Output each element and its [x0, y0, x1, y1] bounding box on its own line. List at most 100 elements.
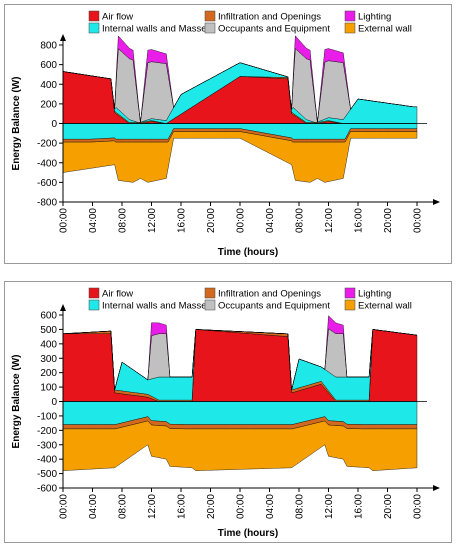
area-neg-external-wall: [62, 131, 418, 183]
legend-swatch: [88, 22, 100, 34]
legend-swatch: [344, 287, 356, 299]
legend-item: Infiltration and Openings: [204, 287, 321, 300]
legend: Air flow Infiltration and Openings Lightin…: [88, 287, 412, 312]
x-tick-label: 00:00: [236, 208, 247, 233]
legend-swatch: [204, 287, 216, 299]
plot-areas: [62, 315, 418, 471]
y-axis-arrow-icon: [60, 304, 66, 311]
x-tick-label: 12:00: [324, 208, 335, 233]
x-tick-label: 16:00: [354, 208, 365, 233]
legend-item: External wall: [344, 22, 412, 35]
legend-swatch: [204, 299, 216, 311]
x-tick-label: 20:00: [383, 494, 394, 519]
legend-label: Infiltration and Openings: [218, 289, 321, 300]
x-tick-label: 12:00: [147, 208, 158, 233]
legend-item: Infiltration and Openings: [204, 10, 321, 23]
x-tick-label: 12:00: [324, 494, 335, 519]
y-tick-label: 800: [40, 41, 57, 52]
x-tick-label: 00:00: [59, 494, 70, 519]
y-tick-label: -600: [37, 178, 57, 189]
x-tick-label: 04:00: [265, 208, 276, 233]
axes: -800 -600 -400 -200 0 200 400 600 800 00:00 04:00 0…: [37, 34, 440, 233]
legend-item: Occupants and Equipment: [204, 299, 330, 312]
chart-panel-2: Air flow Infiltration and Openings Lightin…: [4, 281, 452, 543]
x-tick-label: 08:00: [118, 494, 129, 519]
y-tick-label: -600: [37, 484, 57, 495]
x-tick-label: 20:00: [206, 494, 217, 519]
legend-item: Internal walls and Masses: [88, 22, 212, 35]
legend: Air flow Infiltration and Openings Lightin…: [88, 10, 412, 35]
legend-item: Air flow: [88, 10, 133, 23]
x-tick-label: 16:00: [177, 208, 188, 233]
legend-item: Air flow: [88, 287, 133, 300]
legend-label: Infiltration and Openings: [218, 12, 321, 23]
legend-swatch: [88, 287, 100, 299]
plot-areas: [62, 35, 418, 183]
x-tick-label: 20:00: [206, 208, 217, 233]
x-axis-label: Time (hours): [218, 528, 278, 539]
area-lighting: [62, 35, 417, 123]
x-tick-label: 00:00: [236, 494, 247, 519]
y-tick-label: 300: [40, 354, 57, 365]
y-tick-label: 500: [40, 325, 57, 336]
x-tick-label: 04:00: [88, 208, 99, 233]
energy-balance-chart-2: Air flow Infiltration and Openings Lightin…: [11, 287, 440, 539]
y-tick-label: -300: [37, 440, 57, 451]
energy-balance-chart-1: Air flow Infiltration and Openings Lightin…: [11, 10, 440, 258]
x-tick-label: 00:00: [413, 494, 424, 519]
y-tick-label: -800: [37, 198, 57, 209]
x-tick-label: 00:00: [59, 208, 70, 233]
y-tick-label: 200: [40, 99, 57, 110]
y-tick-label: 400: [40, 339, 57, 350]
legend-swatch: [204, 10, 216, 22]
y-tick-label: 100: [40, 383, 57, 394]
x-axis-label: Time (hours): [218, 247, 278, 258]
y-tick-label: 400: [40, 80, 57, 91]
x-tick-label: 04:00: [88, 494, 99, 519]
y-tick-label: 600: [40, 311, 57, 322]
x-tick-label: 08:00: [295, 494, 306, 519]
x-tick-label: 16:00: [354, 494, 365, 519]
y-tick-label: -100: [37, 411, 57, 422]
legend-item: Lighting: [344, 10, 391, 23]
x-tick-label: 08:00: [295, 208, 306, 233]
y-tick-label: 0: [51, 119, 57, 130]
legend-label: Air flow: [102, 12, 133, 23]
y-axis-arrow-icon: [60, 34, 66, 41]
legend-label: External wall: [358, 24, 412, 35]
x-tick-label: 08:00: [118, 208, 129, 233]
y-tick-label: 600: [40, 60, 57, 71]
y-tick-label: -500: [37, 469, 57, 480]
legend-label: Air flow: [102, 289, 133, 300]
y-tick-label: -400: [37, 455, 57, 466]
legend-label: Occupants and Equipment: [218, 24, 330, 35]
y-tick-label: -400: [37, 158, 57, 169]
legend-swatch: [344, 10, 356, 22]
legend-swatch: [204, 22, 216, 34]
legend-swatch: [344, 22, 356, 34]
x-tick-label: 20:00: [383, 208, 394, 233]
legend-label: Internal walls and Masses: [102, 301, 212, 312]
y-tick-label: -200: [37, 426, 57, 437]
chart-panel-1: Air flow Infiltration and Openings Lightin…: [4, 4, 452, 264]
legend-item: Internal walls and Masses: [88, 299, 212, 312]
x-axis-arrow-icon: [433, 199, 440, 205]
y-axis-label: Energy Balance (W): [11, 355, 22, 449]
x-tick-label: 12:00: [147, 494, 158, 519]
legend-item: External wall: [344, 299, 412, 312]
legend-label: Internal walls and Masses: [102, 24, 212, 35]
y-tick-label: 0: [51, 397, 57, 408]
legend-swatch: [88, 10, 100, 22]
x-tick-label: 00:00: [413, 208, 424, 233]
axes: -600 -500 -400 -300 -200 -100 0 100 200 300 400 500…: [37, 304, 440, 519]
x-tick-label: 16:00: [177, 494, 188, 519]
area-neg-internal-walls-and-masses: [62, 401, 418, 425]
legend-label: Lighting: [358, 289, 391, 300]
x-tick-label: 04:00: [265, 494, 276, 519]
legend-label: External wall: [358, 301, 412, 312]
x-axis-arrow-icon: [433, 485, 440, 491]
legend-label: Occupants and Equipment: [218, 301, 330, 312]
legend-item: Lighting: [344, 287, 391, 300]
y-axis-label: Energy Balance (W): [11, 77, 22, 171]
area-neg-external-wall: [62, 420, 418, 471]
